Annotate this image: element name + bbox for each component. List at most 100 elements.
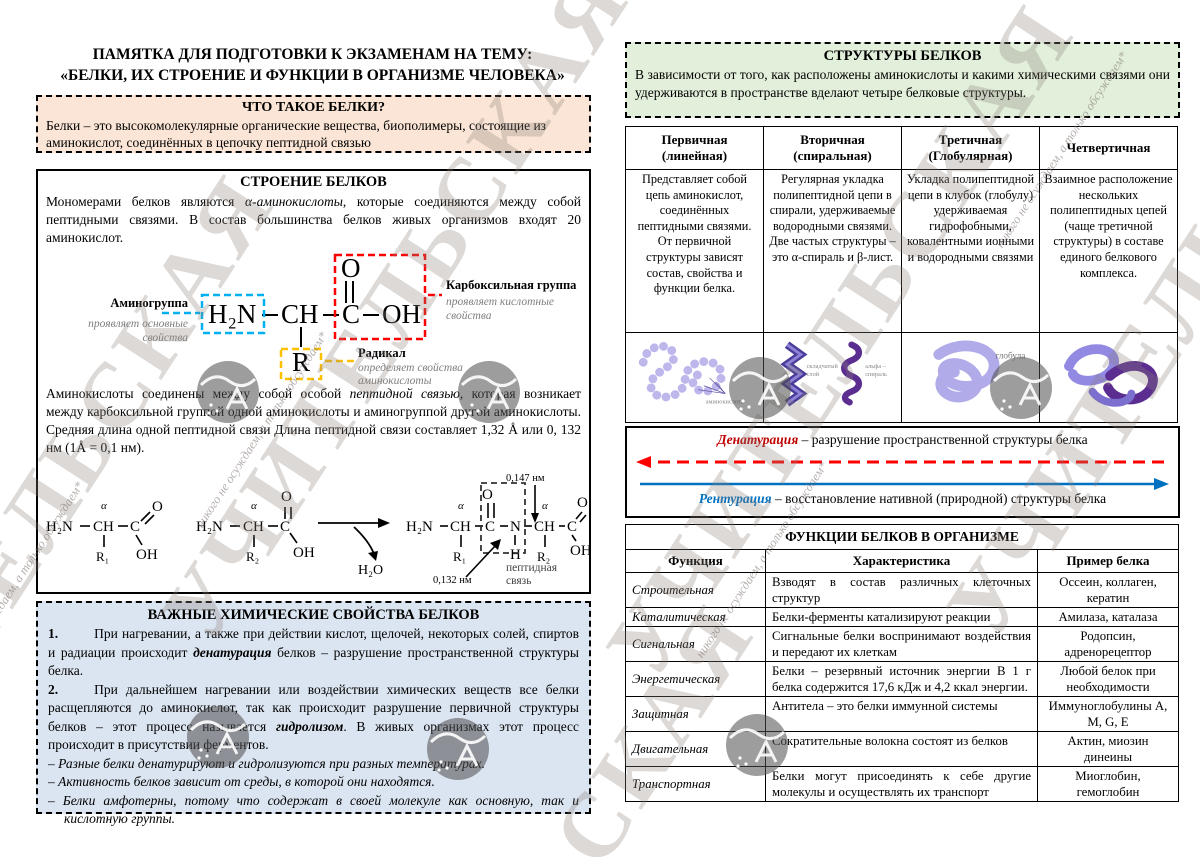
page-title-line1: ПАМЯТКА ДЛЯ ПОДГОТОВКИ К ЭКЗАМЕНАМ НА ТЕ… bbox=[92, 46, 533, 63]
primary-structure-image-cell: аминокислота bbox=[625, 332, 764, 423]
svg-text:O: O bbox=[281, 489, 292, 505]
what-box-title: ЧТО ТАКОЕ БЕЛКИ? bbox=[242, 100, 385, 115]
alpha-helix-label: альфа – bbox=[865, 363, 886, 370]
structures-box-body: В зависимости от того, как расположены а… bbox=[635, 67, 1170, 100]
svg-text:H₂N: H₂N bbox=[406, 519, 433, 535]
secondary-structure-image-cell: складчатый слой альфа – спираль bbox=[763, 332, 902, 423]
svg-text:R₂: R₂ bbox=[246, 549, 259, 564]
svg-text:свойства: свойства bbox=[446, 309, 492, 322]
renaturation-arrow-right bbox=[640, 478, 1169, 490]
structures-header-quaternary: Четвертичная bbox=[1039, 126, 1178, 170]
amino-acid-label: аминокислота bbox=[706, 398, 744, 405]
svg-text:O: O bbox=[482, 487, 493, 503]
structures-header-primary: Первичная (линейная) bbox=[625, 126, 764, 170]
carboxyl-group-label: Карбоксильная группа bbox=[446, 278, 577, 292]
svg-text:CH: CH bbox=[450, 519, 471, 535]
secondary-structure-description: Регулярная укладка полипептидной цепи в … bbox=[763, 169, 902, 333]
what-box-body: Белки – это высокомолекулярные органичес… bbox=[46, 118, 547, 150]
tertiary-structure-description: Укладка полипептидной цепи в клубок (гло… bbox=[901, 169, 1040, 333]
pleated-sheet-label: складчатый bbox=[807, 363, 839, 370]
denaturation-arrow-left bbox=[636, 456, 1164, 468]
svg-text:O: O bbox=[577, 495, 588, 511]
structures-image-row: аминокислота складчатый слой альфа – спи… bbox=[625, 332, 1178, 423]
table-row: Транспортная Белки могут присоединять к с… bbox=[625, 766, 1179, 802]
table-row: Энергетическая Белки – резервный источник… bbox=[625, 661, 1179, 697]
chem-item-1: 1. При нагревании, а также при действии к… bbox=[48, 626, 579, 678]
structure-paragraph-2: Аминокислоты соединены между собой особо… bbox=[46, 386, 581, 455]
chemical-properties-box: ВАЖНЫЕ ХИМИЧЕСКИЕ СВОЙСТВА БЕЛКОВ 1. При … bbox=[36, 601, 591, 826]
amino-acid-diagram: H₂N CH C OH O R Аминогруппа проявляет ос… bbox=[88, 253, 577, 387]
table-row: Каталитическая Белки-ферменты катализирую… bbox=[625, 607, 1179, 627]
protein-functions-table: ФУНКЦИИ БЕЛКОВ В ОРГАНИЗМЕ Функция Харак… bbox=[625, 524, 1179, 802]
svg-text:OH: OH bbox=[293, 545, 315, 561]
svg-text:слой: слой bbox=[807, 371, 820, 378]
chem-bullet-3: – Белки амфотерны, потому что содержат в… bbox=[48, 792, 579, 827]
amino-group-label: Аминогруппа bbox=[110, 296, 188, 310]
svg-text:проявляет кислотные: проявляет кислотные bbox=[446, 296, 554, 308]
radical-label: Радикал bbox=[358, 346, 406, 360]
what-are-proteins-box: ЧТО ТАКОЕ БЕЛКИ? Белки – это высокомолек… bbox=[36, 95, 591, 153]
structures-table: Первичная (линейная) Вторичная (спиральн… bbox=[625, 126, 1178, 423]
svg-text:H₂O: H₂O bbox=[358, 563, 383, 578]
chem-bullet-1: – Разные белки денатурируют и гидролизую… bbox=[48, 755, 486, 771]
svg-text:C: C bbox=[130, 519, 140, 535]
functions-header-function: Функция bbox=[625, 549, 766, 573]
quaternary-structure-image-cell bbox=[1039, 332, 1178, 423]
chem-box-title: ВАЖНЫЕ ХИМИЧЕСКИЕ СВОЙСТВА БЕЛКОВ bbox=[147, 607, 480, 623]
denaturation-line: Денатурация – разрушение пространственно… bbox=[717, 432, 1088, 447]
protein-structure-box: СТРОЕНИЕ БЕЛКОВ Мономерами белков являют… bbox=[36, 169, 591, 594]
table-row: Сигнальная Сигнальные белки воспринимают … bbox=[625, 626, 1179, 662]
primary-structure-icon: аминокислота bbox=[638, 341, 744, 405]
globule-label: глобула bbox=[995, 351, 1025, 361]
svg-text:α: α bbox=[458, 500, 464, 512]
quaternary-structure-description: Взаимное расположение нескольких полипеп… bbox=[1039, 169, 1178, 333]
svg-text:C: C bbox=[342, 299, 360, 329]
svg-text:R₁: R₁ bbox=[96, 549, 109, 564]
functions-header-row: Функция Характеристика Пример белка bbox=[625, 549, 1179, 573]
table-row: Двигательная Сократительные волокна состо… bbox=[625, 731, 1179, 767]
peptide-bond-frame bbox=[480, 482, 526, 554]
quaternary-structure-icon bbox=[1064, 344, 1158, 407]
svg-text:OH: OH bbox=[382, 299, 421, 329]
structure-paragraph-1: Мономерами белков являются α-аминокислот… bbox=[46, 194, 581, 245]
denaturation-renaturation-box: Денатурация – разрушение пространственно… bbox=[625, 426, 1180, 518]
chem-bullet-2: – Активность белков зависит от среды, в … bbox=[48, 774, 435, 789]
protein-structures-box: СТРУКТУРЫ БЕЛКОВ В зависимости от того, … bbox=[625, 42, 1180, 118]
functions-header-example: Пример белка bbox=[1037, 549, 1179, 573]
svg-text:H: H bbox=[510, 547, 521, 563]
amino-group-formula: H₂N bbox=[208, 299, 256, 329]
svg-text:O: O bbox=[341, 253, 361, 283]
table-row: Строительная Взводят в состав различных к… bbox=[625, 572, 1179, 608]
svg-text:свойства: свойства bbox=[142, 331, 188, 344]
carboxyl-group-frame bbox=[333, 253, 427, 341]
svg-text:C: C bbox=[485, 519, 495, 535]
svg-text:α: α bbox=[101, 500, 107, 512]
functions-title-row: ФУНКЦИИ БЕЛКОВ В ОРГАНИЗМЕ bbox=[625, 524, 1179, 550]
svg-text:OH: OH bbox=[136, 547, 158, 563]
structure-box-title: СТРОЕНИЕ БЕЛКОВ bbox=[240, 174, 387, 190]
structures-header-row: Первичная (линейная) Вторичная (спиральн… bbox=[625, 126, 1178, 170]
table-row: Защитная Антитела – это белки иммунной си… bbox=[625, 696, 1179, 732]
page-title: ПАМЯТКА ДЛЯ ПОДГОТОВКИ К ЭКЗАМЕНАМ НА ТЕ… bbox=[35, 44, 590, 86]
svg-text:проявляет основные: проявляет основные bbox=[88, 318, 188, 330]
amino-group-frame bbox=[200, 293, 266, 335]
svg-text:R₁: R₁ bbox=[453, 549, 466, 564]
svg-text:CH: CH bbox=[93, 519, 114, 535]
tertiary-structure-icon: глобула bbox=[933, 340, 1025, 403]
structures-header-tertiary: Третичная (Глобулярная) bbox=[901, 126, 1040, 170]
functions-table-title: ФУНКЦИИ БЕЛКОВ В ОРГАНИЗМЕ bbox=[625, 524, 1179, 550]
radical-frame bbox=[279, 347, 323, 381]
svg-text:R: R bbox=[292, 347, 310, 377]
renaturation-line: Рентурация – восстановление нативной (пр… bbox=[698, 491, 1107, 506]
svg-text:α: α bbox=[251, 500, 257, 512]
svg-text:H₂N: H₂N bbox=[46, 519, 73, 535]
svg-text:C: C bbox=[567, 519, 577, 535]
bond-length-147: 0,147 нм bbox=[506, 473, 545, 484]
svg-text:R₂: R₂ bbox=[537, 549, 550, 564]
structures-header-secondary: Вторичная (спиральная) bbox=[763, 126, 902, 170]
peptide-bond-reaction-diagram: H₂N α CH R₁ C O OH H₂N α CH R₂ C O bbox=[46, 473, 589, 587]
svg-text:N: N bbox=[510, 519, 521, 535]
svg-text:CH: CH bbox=[281, 299, 319, 329]
secondary-structure-icon: складчатый слой альфа – спираль bbox=[780, 341, 887, 407]
